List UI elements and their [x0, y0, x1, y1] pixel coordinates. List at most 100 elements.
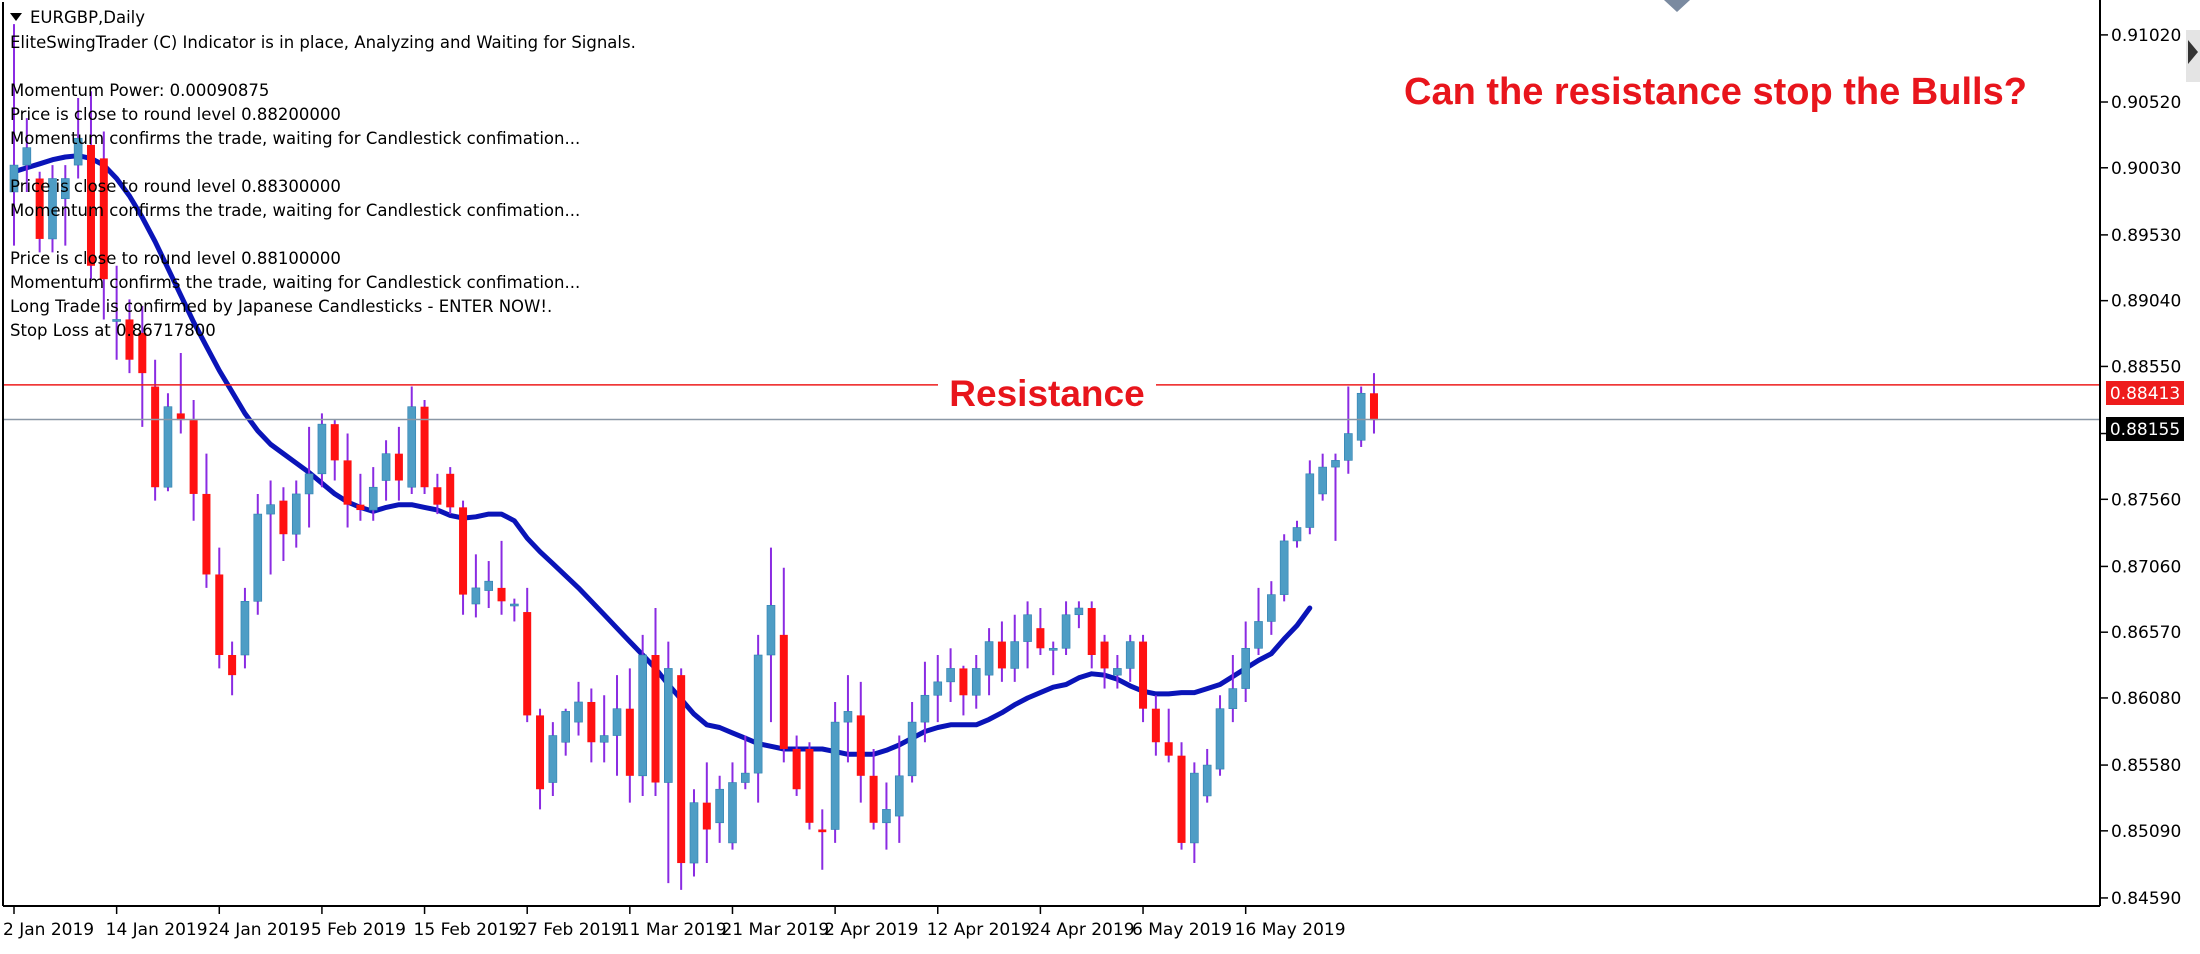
candle-body-bull — [1061, 614, 1071, 649]
candle — [715, 775, 724, 843]
candle — [741, 735, 750, 790]
candle-body-bull — [728, 782, 737, 844]
candle-body-bull — [1344, 433, 1353, 461]
indicator-messages: EliteSwingTrader (C) Indicator is in pla… — [10, 33, 636, 340]
candle-body-bull — [48, 178, 57, 240]
time-tick-label: 21 Mar 2019 — [721, 920, 829, 940]
candle — [381, 440, 391, 501]
candle — [1356, 386, 1366, 447]
candle-body-bull — [1267, 594, 1276, 622]
candle-body-bull — [1048, 647, 1058, 651]
price-tick-label: 0.84590 — [2111, 889, 2181, 909]
candle-body-bull — [971, 668, 981, 696]
candle-body-bull — [1215, 708, 1225, 770]
time-tick-label: 2 Apr 2019 — [824, 920, 918, 940]
candle — [279, 487, 288, 562]
candle-body-bull — [1113, 668, 1122, 676]
candle-body-bull — [381, 453, 391, 481]
candle-body-bear — [99, 158, 108, 280]
candle-body-bull — [1254, 621, 1263, 649]
candle — [574, 681, 583, 736]
candle-body-bear — [677, 675, 686, 864]
scroll-right-arrow-icon[interactable] — [2188, 40, 2198, 64]
price-tick-label: 0.86570 — [2111, 623, 2181, 643]
dropdown-triangle-icon[interactable] — [10, 13, 22, 21]
candle-body-bull — [920, 694, 930, 723]
candle — [997, 621, 1006, 682]
price-tick-label: 0.91020 — [2111, 26, 2181, 46]
price-tick-label: 0.90030 — [2111, 159, 2181, 179]
moving-average-line — [11, 153, 1313, 757]
candle-body-bull — [317, 423, 327, 475]
candle — [907, 701, 917, 783]
time-axis: 2 Jan 2019 14 Jan 2019 24 Jan 2019 5 Feb 20… — [3, 906, 1346, 940]
candle — [971, 655, 981, 709]
candle-body-bear — [625, 708, 634, 776]
candle — [946, 648, 955, 702]
indicator-message-line: Long Trade is confirmed by Japanese Cand… — [10, 297, 552, 316]
candle — [1344, 386, 1353, 474]
candle — [48, 165, 57, 253]
candle — [882, 782, 891, 850]
candle-body-bear — [1164, 742, 1173, 756]
candle — [779, 567, 788, 763]
time-tick-label: 6 May 2019 — [1132, 920, 1232, 940]
candle — [330, 420, 339, 481]
candle — [253, 493, 263, 615]
candle — [677, 668, 686, 890]
candle — [497, 540, 506, 615]
candle — [689, 789, 699, 877]
candle-body-bull — [407, 406, 417, 488]
candle — [1023, 601, 1032, 669]
candle-body-bull — [484, 580, 494, 591]
candle-body-bull — [689, 802, 699, 864]
candle-body-bull — [1279, 540, 1289, 595]
candle — [1331, 453, 1340, 541]
resistance-label: Resistance — [949, 373, 1144, 414]
candle-body-bear — [35, 178, 44, 239]
candle — [112, 265, 121, 360]
candle-body-bull — [1292, 527, 1302, 542]
candle — [433, 473, 442, 515]
candle — [151, 359, 160, 501]
candle — [446, 467, 455, 515]
candle-body-bear — [497, 587, 506, 602]
candle-body-bear — [1369, 393, 1378, 421]
moving-average-layer — [11, 153, 1313, 757]
candle-body-bear — [202, 493, 211, 575]
candle-body-bull — [112, 319, 121, 322]
candle — [1074, 601, 1084, 629]
candle-body-bull — [9, 164, 19, 193]
candle-body-bear — [125, 319, 134, 360]
candle-body-bear — [228, 655, 237, 676]
candle-body-bear — [792, 748, 801, 790]
candle — [356, 473, 365, 521]
candle-body-bear — [869, 775, 878, 823]
candle — [291, 480, 301, 548]
candle-body-bull — [753, 654, 763, 774]
candle-body-bull — [548, 735, 558, 783]
candle-body-bull — [1356, 392, 1366, 441]
candle-body-bear — [536, 715, 545, 790]
chart-shift-marker-icon[interactable] — [1664, 0, 1690, 12]
candle — [587, 688, 596, 763]
candle-body-bull — [638, 654, 647, 777]
indicator-message-line: Momentum confirms the trade, waiting for… — [10, 273, 580, 292]
candle — [1202, 748, 1212, 803]
candle — [484, 561, 494, 609]
price-tick-label: 0.87060 — [2111, 557, 2181, 577]
candle-body-bull — [715, 788, 724, 824]
candle-body-bull — [599, 735, 609, 743]
candle-body-bull — [984, 641, 994, 676]
time-tick-label: 11 Mar 2019 — [619, 920, 727, 940]
candle — [843, 675, 853, 763]
candle — [1279, 534, 1289, 602]
candle-body-bull — [73, 137, 83, 166]
indicator-message-line: Price is close to round level 0.88100000 — [10, 249, 341, 268]
candle-body-bear — [446, 473, 455, 508]
candle — [1318, 453, 1327, 501]
resistance-badge-bg — [2106, 381, 2184, 405]
candle — [1048, 641, 1058, 676]
